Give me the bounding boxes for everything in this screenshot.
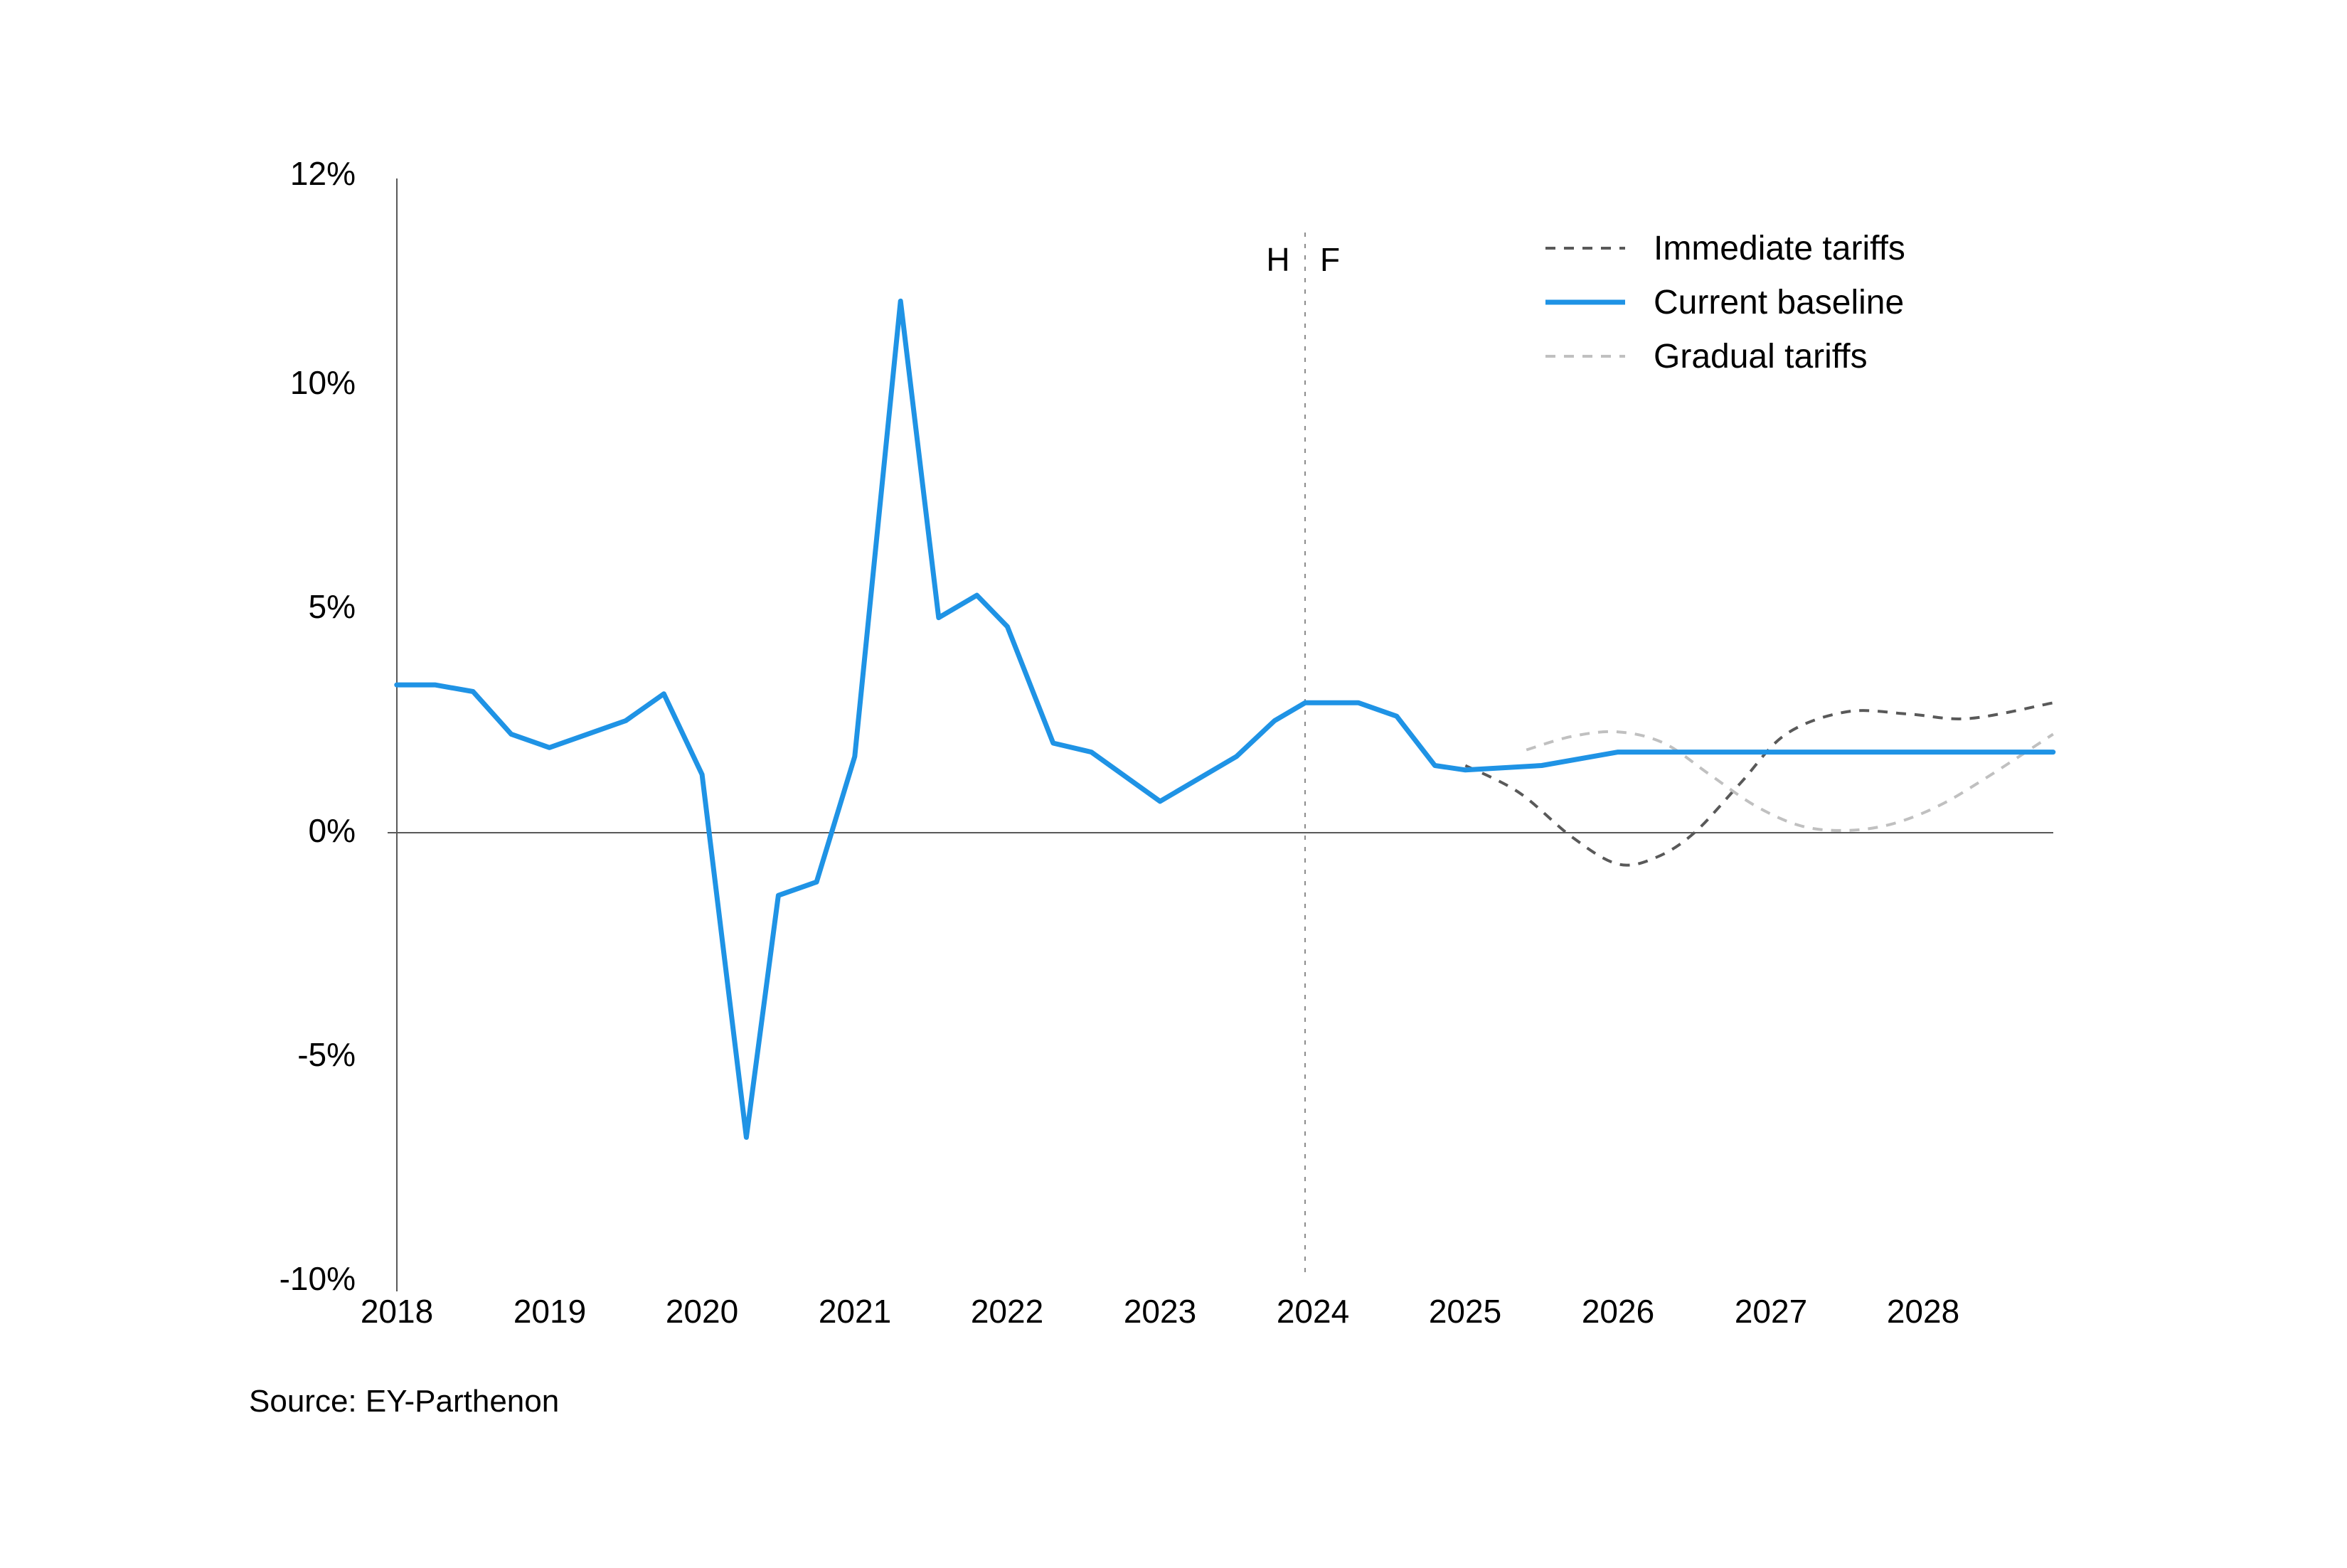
svg-text:2021: 2021 — [819, 1293, 891, 1330]
svg-text:F: F — [1320, 241, 1340, 278]
svg-text:2027: 2027 — [1735, 1293, 1807, 1330]
svg-text:2022: 2022 — [971, 1293, 1043, 1330]
svg-text:0%: 0% — [309, 812, 356, 849]
svg-text:2025: 2025 — [1429, 1293, 1501, 1330]
svg-text:5%: 5% — [309, 588, 356, 625]
svg-text:H: H — [1266, 241, 1289, 278]
svg-text:2026: 2026 — [1582, 1293, 1654, 1330]
svg-text:Gradual tariffs: Gradual tariffs — [1654, 338, 1868, 375]
svg-text:Immediate tariffs: Immediate tariffs — [1654, 230, 1905, 267]
svg-text:Source: EY-Parthenon: Source: EY-Parthenon — [249, 1384, 559, 1419]
svg-text:2020: 2020 — [666, 1293, 738, 1330]
svg-text:12%: 12% — [290, 155, 356, 192]
svg-text:-10%: -10% — [280, 1260, 356, 1297]
svg-text:2019: 2019 — [513, 1293, 586, 1330]
svg-text:-5%: -5% — [297, 1036, 356, 1073]
svg-text:Current baseline: Current baseline — [1654, 284, 1904, 321]
svg-text:2023: 2023 — [1124, 1293, 1196, 1330]
svg-text:2028: 2028 — [1887, 1293, 1959, 1330]
svg-text:2024: 2024 — [1277, 1293, 1349, 1330]
svg-text:2018: 2018 — [361, 1293, 433, 1330]
svg-text:10%: 10% — [290, 364, 356, 401]
